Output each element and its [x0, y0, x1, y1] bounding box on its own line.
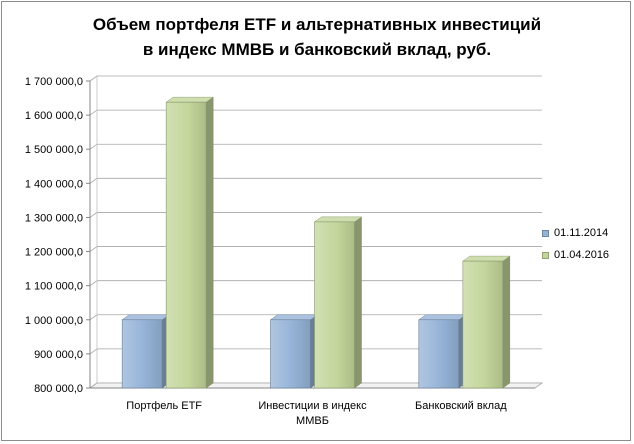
x-category-label: Банковский вклад [415, 400, 507, 412]
legend-entry-series-1: 01.11.2014 [542, 222, 634, 244]
axis-labels: 800 000,0 900 000,0 1 000 000,0 1 100 000,0… [25, 76, 507, 427]
x-category-label: Инвестиции в индекс [258, 400, 367, 412]
gridline [89, 109, 542, 116]
chart-title-line-1: Объем портфеля ETF и альтернативных инве… [92, 15, 542, 34]
bars [121, 96, 511, 389]
y-tick-label: 1 600 000,0 [25, 110, 83, 122]
bar [165, 96, 214, 389]
legend-label-series-2: 01.04.2016 [554, 249, 610, 261]
y-tick-label: 900 000,0 [34, 349, 83, 361]
y-tick-label: 1 000 000,0 [25, 315, 83, 327]
chart-title: Объем портфеля ETF и альтернативных инве… [0, 12, 634, 62]
grid-lines [89, 75, 542, 389]
gridline [89, 75, 542, 82]
legend: 01.11.2014 01.04.2016 [542, 222, 634, 266]
bar [121, 314, 170, 389]
y-tick-label: 800 000,0 [34, 383, 83, 395]
x-category-label: ММВБ [296, 415, 329, 427]
y-tick-label: 1 200 000,0 [25, 247, 83, 259]
legend-label-series-1: 01.11.2014 [554, 227, 609, 239]
gridline [89, 177, 542, 184]
bar [269, 314, 319, 389]
legend-swatch-series-2 [542, 251, 549, 259]
y-tick-label: 1 100 000,0 [25, 281, 83, 293]
y-tick-label: 1 500 000,0 [25, 144, 83, 156]
bar [418, 314, 467, 389]
y-tick-label: 1 700 000,0 [25, 76, 83, 88]
gridline [89, 143, 542, 150]
y-tick-label: 1 300 000,0 [25, 212, 83, 224]
x-category-label: Портфель ETF [126, 400, 202, 412]
bar [313, 216, 363, 389]
legend-swatch-series-1 [542, 229, 549, 237]
bar [462, 255, 511, 389]
legend-entry-series-2: 01.04.2016 [542, 244, 634, 266]
y-tick-label: 1 400 000,0 [25, 178, 83, 190]
chart-title-line-2: в индекс ММВБ и банковский вклад, руб. [142, 40, 492, 59]
gridline [89, 212, 542, 218]
